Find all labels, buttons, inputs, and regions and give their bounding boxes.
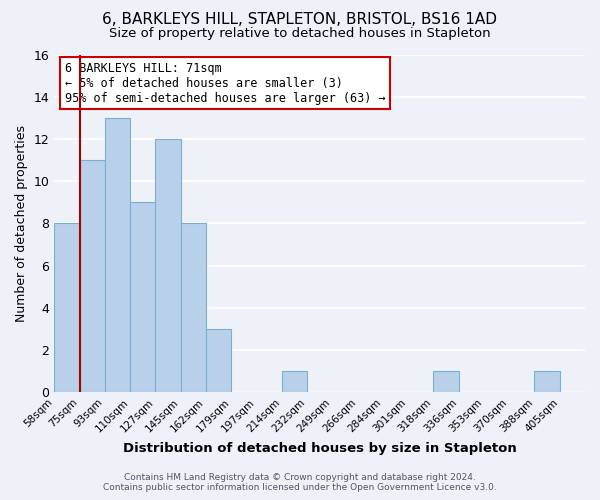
X-axis label: Distribution of detached houses by size in Stapleton: Distribution of detached houses by size … bbox=[123, 442, 517, 455]
Bar bbox=[433, 371, 458, 392]
Text: Size of property relative to detached houses in Stapleton: Size of property relative to detached ho… bbox=[109, 28, 491, 40]
Bar bbox=[282, 371, 307, 392]
Bar bbox=[54, 224, 80, 392]
Text: 6 BARKLEYS HILL: 71sqm
← 5% of detached houses are smaller (3)
95% of semi-detac: 6 BARKLEYS HILL: 71sqm ← 5% of detached … bbox=[65, 62, 386, 104]
Bar bbox=[206, 329, 231, 392]
Text: Contains HM Land Registry data © Crown copyright and database right 2024.
Contai: Contains HM Land Registry data © Crown c… bbox=[103, 473, 497, 492]
Text: 6, BARKLEYS HILL, STAPLETON, BRISTOL, BS16 1AD: 6, BARKLEYS HILL, STAPLETON, BRISTOL, BS… bbox=[103, 12, 497, 28]
Bar bbox=[130, 202, 155, 392]
Y-axis label: Number of detached properties: Number of detached properties bbox=[15, 125, 28, 322]
Bar bbox=[105, 118, 130, 392]
Bar bbox=[535, 371, 560, 392]
Bar bbox=[155, 139, 181, 392]
Bar bbox=[80, 160, 105, 392]
Bar bbox=[181, 224, 206, 392]
